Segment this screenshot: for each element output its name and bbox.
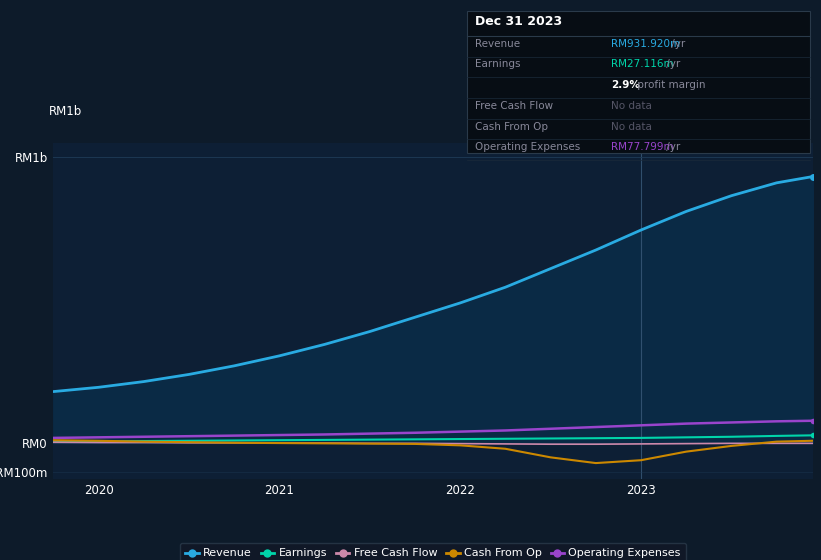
Text: RM77.799m: RM77.799m — [611, 142, 673, 152]
Text: No data: No data — [611, 101, 652, 111]
Text: Earnings: Earnings — [475, 59, 521, 69]
Text: RM27.116m: RM27.116m — [611, 59, 673, 69]
Text: /yr: /yr — [668, 39, 686, 49]
Text: Dec 31 2023: Dec 31 2023 — [475, 15, 562, 28]
Text: No data: No data — [611, 122, 652, 132]
Text: Cash From Op: Cash From Op — [475, 122, 548, 132]
Text: RM931.920m: RM931.920m — [611, 39, 680, 49]
Text: Revenue: Revenue — [475, 39, 521, 49]
Text: /yr: /yr — [663, 142, 680, 152]
Text: profit margin: profit margin — [634, 80, 705, 90]
Text: Free Cash Flow: Free Cash Flow — [475, 101, 553, 111]
Text: 2.9%: 2.9% — [611, 80, 640, 90]
Text: Operating Expenses: Operating Expenses — [475, 142, 580, 152]
Text: /yr: /yr — [663, 59, 680, 69]
Legend: Revenue, Earnings, Free Cash Flow, Cash From Op, Operating Expenses: Revenue, Earnings, Free Cash Flow, Cash … — [180, 543, 686, 560]
Text: RM1b: RM1b — [49, 105, 82, 118]
